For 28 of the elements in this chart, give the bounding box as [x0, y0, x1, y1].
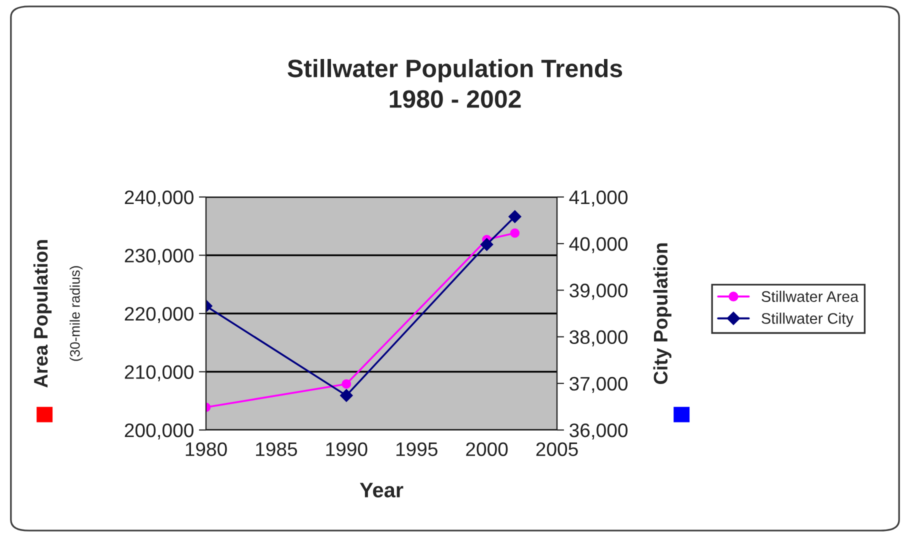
y-axis-title: Area Population: [33, 240, 52, 388]
y2-tick-label: 36,000: [570, 423, 628, 440]
chart-title: Stillwater Population Trends 1980 - 2002: [288, 58, 622, 108]
y2-tick-label: 37,000: [570, 376, 628, 393]
point: [342, 379, 352, 389]
point: [510, 228, 520, 238]
point: [508, 210, 522, 223]
y-tick-label: 230,000: [124, 248, 194, 265]
legend-label: Stillwater Area: [762, 290, 859, 302]
y-tick-label: 240,000: [124, 190, 194, 207]
y2-axis-title: City Population: [653, 243, 672, 384]
x-tick-label: 1985: [256, 442, 298, 456]
y2-tick-label: 39,000: [570, 284, 628, 300]
text: (30-mile radius): [70, 266, 83, 361]
legend-label: Stillwater City: [762, 312, 854, 327]
y2-tick-label: 41,000: [569, 190, 628, 207]
y-tick-label: 210,000: [124, 365, 194, 382]
x-tick-label: 1980: [186, 442, 227, 456]
point: [480, 238, 494, 251]
y-tick-label: 220,000: [124, 306, 194, 324]
x-tick-label: 2000: [466, 442, 508, 456]
x-tick-label: 1990: [326, 442, 368, 456]
x-tick-label: 2005: [536, 442, 578, 456]
x-axis-title: Year: [360, 482, 404, 498]
x-tick-label: 1995: [396, 442, 438, 456]
y-tick-label: 200,000: [124, 423, 194, 440]
y2-tick-label: 38,000: [570, 330, 628, 346]
y2-tick-label: 40,000: [569, 237, 628, 254]
